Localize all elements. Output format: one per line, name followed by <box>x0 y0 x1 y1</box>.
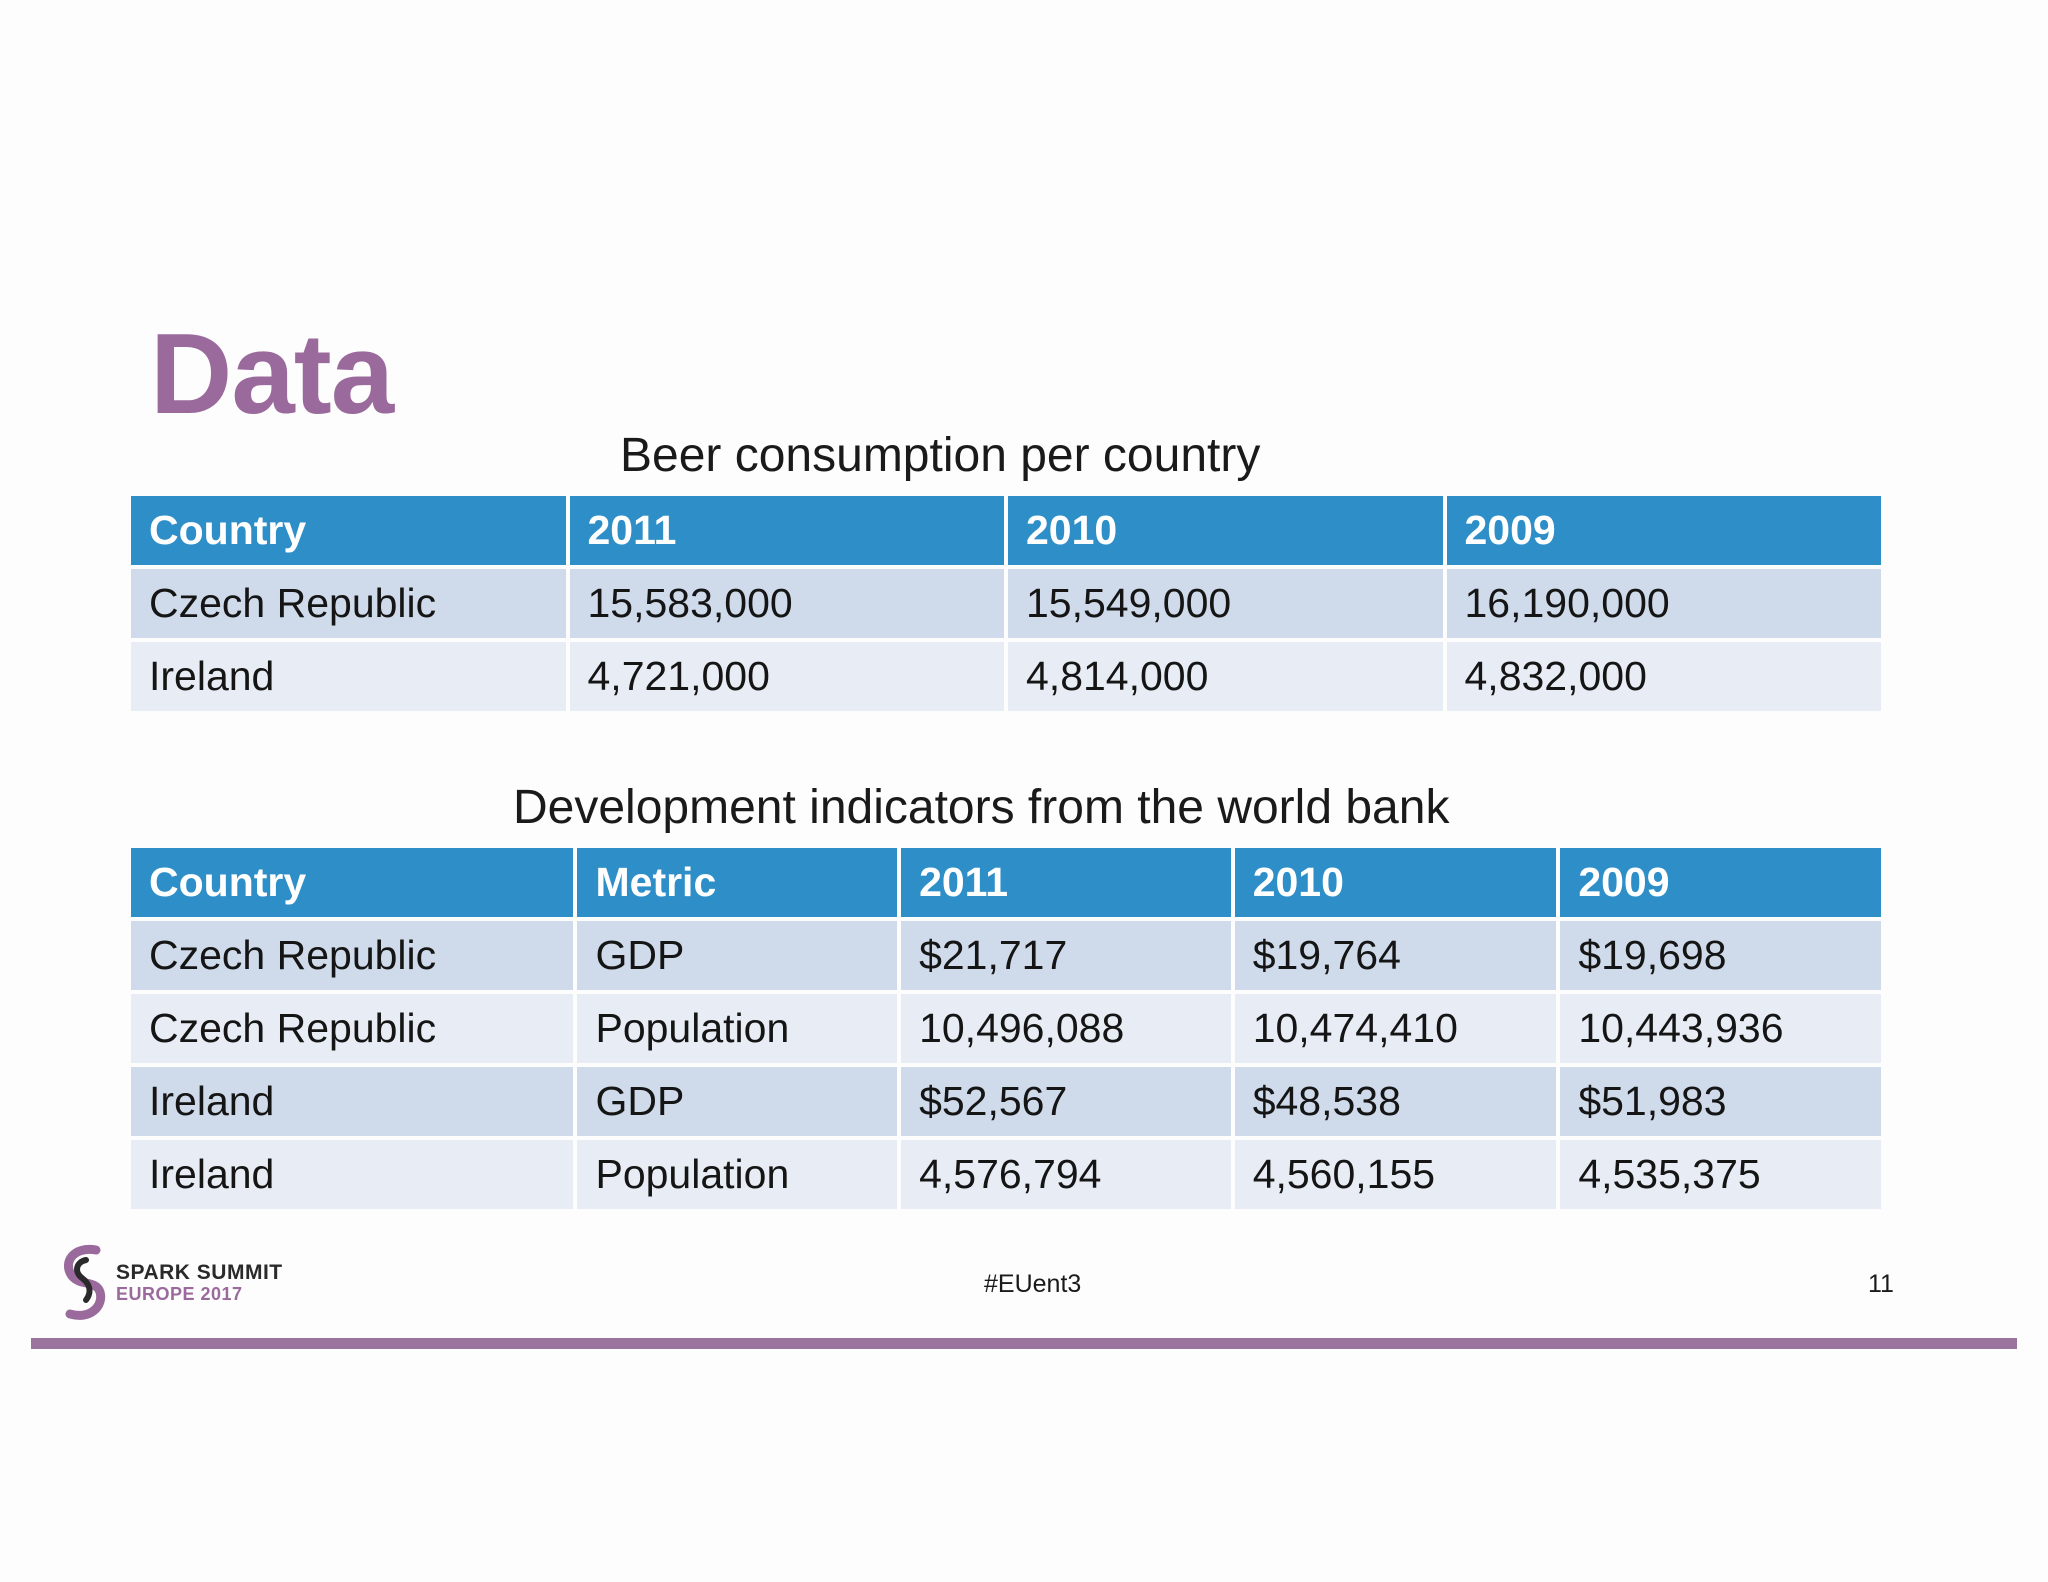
column-header: Metric <box>577 848 898 917</box>
table-cell: 15,549,000 <box>1008 569 1443 638</box>
table-cell: Ireland <box>131 1067 574 1136</box>
table-row: Ireland Population 4,576,794 4,560,155 4… <box>131 1140 1881 1209</box>
table-cell: 15,583,000 <box>569 569 1004 638</box>
beer-consumption-table: Country 2011 2010 2009 Czech Republic 15… <box>127 492 1885 715</box>
table-cell: $19,764 <box>1234 921 1557 990</box>
page-number: 11 <box>1868 1270 1894 1298</box>
column-header: Country <box>131 496 566 565</box>
beer-table-caption: Beer consumption per country <box>620 429 1261 482</box>
logo-text-primary: SPARK SUMMIT <box>116 1261 283 1284</box>
table-cell: 16,190,000 <box>1446 569 1881 638</box>
footer-divider <box>31 1338 2017 1349</box>
table-row: Ireland GDP $52,567 $48,538 $51,983 <box>131 1067 1881 1136</box>
table-cell: 10,496,088 <box>901 994 1231 1063</box>
table-row: Czech Republic GDP $21,717 $19,764 $19,6… <box>131 921 1881 990</box>
spark-summit-logo: SPARK SUMMIT EUROPE 2017 <box>56 1240 306 1324</box>
table-cell: Population <box>577 1140 898 1209</box>
table-cell: Czech Republic <box>131 994 574 1063</box>
table-cell: 10,443,936 <box>1560 994 1881 1063</box>
table-cell: 10,474,410 <box>1234 994 1557 1063</box>
table-row: Czech Republic Population 10,496,088 10,… <box>131 994 1881 1063</box>
column-header: 2009 <box>1560 848 1881 917</box>
table-cell: 4,576,794 <box>901 1140 1231 1209</box>
table-header-row: Country 2011 2010 2009 <box>131 496 1881 565</box>
table-row: Ireland 4,721,000 4,814,000 4,832,000 <box>131 642 1881 711</box>
logo-text-secondary: EUROPE 2017 <box>116 1284 243 1304</box>
table-cell: Ireland <box>131 642 566 711</box>
dev-table-caption: Development indicators from the world ba… <box>513 781 1450 834</box>
table-cell: $48,538 <box>1234 1067 1557 1136</box>
column-header: 2010 <box>1008 496 1443 565</box>
spark-summit-logo-icon <box>63 1244 106 1320</box>
column-header: Country <box>131 848 574 917</box>
table-cell: $19,698 <box>1560 921 1881 990</box>
column-header: 2010 <box>1234 848 1557 917</box>
table-cell: 4,814,000 <box>1008 642 1443 711</box>
table-cell: 4,560,155 <box>1234 1140 1557 1209</box>
table-cell: Ireland <box>131 1140 574 1209</box>
table-cell: Czech Republic <box>131 921 574 990</box>
table-cell: GDP <box>577 1067 898 1136</box>
development-indicators-table: Country Metric 2011 2010 2009 Czech Repu… <box>127 844 1885 1213</box>
table-cell: 4,721,000 <box>569 642 1004 711</box>
table-cell: 4,535,375 <box>1560 1140 1881 1209</box>
column-header: 2011 <box>569 496 1004 565</box>
table-header-row: Country Metric 2011 2010 2009 <box>131 848 1881 917</box>
table-cell: GDP <box>577 921 898 990</box>
table-cell: Population <box>577 994 898 1063</box>
event-hashtag: #EUent3 <box>984 1270 1082 1298</box>
column-header: 2009 <box>1446 496 1881 565</box>
table-cell: $52,567 <box>901 1067 1231 1136</box>
slide-title: Data <box>150 311 394 438</box>
table-row: Czech Republic 15,583,000 15,549,000 16,… <box>131 569 1881 638</box>
table-cell: $51,983 <box>1560 1067 1881 1136</box>
column-header: 2011 <box>901 848 1231 917</box>
table-cell: $21,717 <box>901 921 1231 990</box>
table-cell: Czech Republic <box>131 569 566 638</box>
table-cell: 4,832,000 <box>1446 642 1881 711</box>
